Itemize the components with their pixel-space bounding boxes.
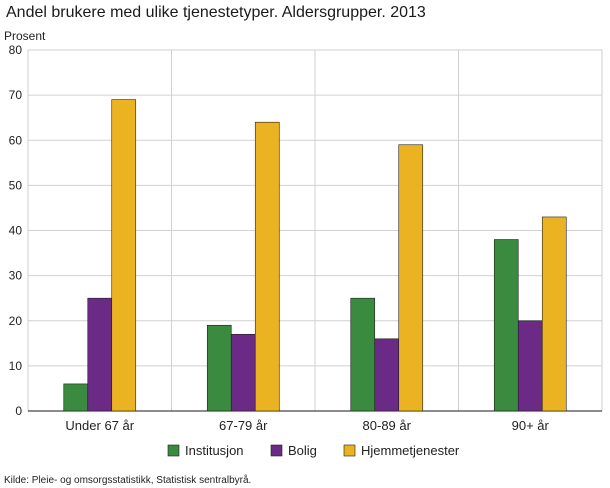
legend-swatch-bolig bbox=[270, 444, 283, 457]
legend-label-bolig: Bolig bbox=[288, 443, 317, 458]
y-tick-label-10: 10 bbox=[9, 359, 23, 373]
bar-hjemmetjenester-0 bbox=[111, 99, 137, 412]
x-axis-categories: Under 67 år 67-79 år 80-89 år 90+ år bbox=[65, 418, 549, 433]
y-axis-ticks: 0 10 20 30 40 50 60 70 80 bbox=[9, 43, 23, 418]
y-tick-label-20: 20 bbox=[9, 314, 23, 328]
legend: Institusjon Bolig Hjemmetjenester bbox=[167, 443, 460, 458]
x-category-label-0: Under 67 år bbox=[65, 418, 134, 433]
bar-hjemmetjenester-1 bbox=[254, 121, 280, 412]
y-axis-label: Prosent bbox=[4, 29, 46, 43]
bars bbox=[63, 99, 567, 412]
bar-bolig-0 bbox=[87, 297, 113, 412]
x-category-label-1: 67-79 år bbox=[219, 418, 268, 433]
y-tick-label-0: 0 bbox=[15, 404, 22, 418]
legend-swatch-institusjon bbox=[167, 444, 180, 457]
y-tick-label-30: 30 bbox=[9, 269, 23, 283]
bar-institusjon-2 bbox=[350, 297, 376, 412]
bar-institusjon-3 bbox=[493, 239, 519, 412]
bar-bolig-2 bbox=[374, 338, 400, 412]
legend-label-hjemmetjenester: Hjemmetjenester bbox=[361, 443, 460, 458]
source-note: Kilde: Pleie- og omsorgsstatistikk, Stat… bbox=[4, 474, 251, 486]
y-tick-label-50: 50 bbox=[9, 178, 23, 192]
x-category-label-2: 80-89 år bbox=[363, 418, 412, 433]
chart-title: Andel brukere med ulike tjenestetyper. A… bbox=[6, 4, 426, 21]
bar-bolig-3 bbox=[517, 320, 543, 412]
bar-hjemmetjenester-2 bbox=[398, 144, 424, 412]
y-tick-label-40: 40 bbox=[9, 224, 23, 238]
bar-institusjon-0 bbox=[63, 383, 89, 412]
y-tick-label-80: 80 bbox=[9, 43, 23, 57]
legend-swatch-hjemmetjenester bbox=[343, 444, 356, 457]
bar-bolig-1 bbox=[230, 333, 256, 412]
x-category-label-3: 90+ år bbox=[512, 418, 550, 433]
legend-label-institusjon: Institusjon bbox=[185, 443, 244, 458]
y-tick-label-70: 70 bbox=[9, 88, 23, 102]
y-tick-label-60: 60 bbox=[9, 133, 23, 147]
bar-hjemmetjenester-3 bbox=[541, 216, 567, 412]
bar-institusjon-1 bbox=[206, 324, 232, 412]
